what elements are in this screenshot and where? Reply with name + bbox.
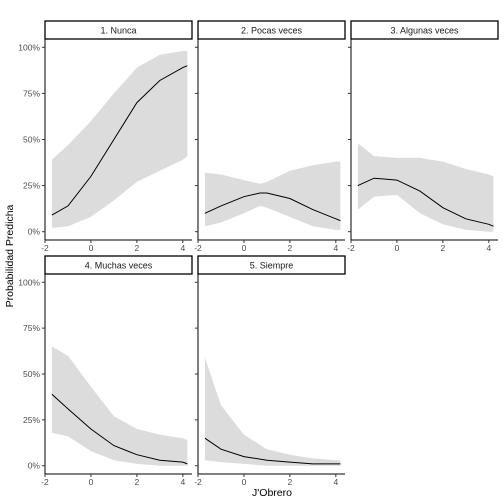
x-tick-label: -2	[194, 243, 202, 253]
x-tick-label: 2	[135, 243, 140, 253]
facet-strip	[44, 20, 193, 40]
facet-strip-label: 2. Pocas veces	[241, 26, 303, 36]
confidence-band	[204, 357, 341, 466]
predicted-line	[51, 393, 188, 465]
x-tick-label: -2	[41, 243, 49, 253]
y-tick-label: 100%	[18, 277, 40, 287]
y-tick-label: 25%	[23, 415, 40, 425]
facet-strip	[197, 20, 346, 40]
x-tick-label: 4	[180, 477, 185, 487]
facet-strip-label: 3. Algunas veces	[390, 26, 459, 36]
x-tick-label: -2	[194, 477, 202, 487]
x-tick-label: 0	[242, 243, 247, 253]
x-tick-label: 0	[89, 243, 94, 253]
x-tick-label: 4	[180, 243, 185, 253]
x-tick-label: 4	[486, 243, 491, 253]
predicted-line	[357, 177, 494, 227]
predicted-line	[204, 192, 341, 222]
predicted-line	[51, 65, 188, 216]
x-tick-label: 0	[395, 243, 400, 253]
y-tick-label: 75%	[23, 323, 40, 333]
x-tick-label: -2	[41, 477, 49, 487]
confidence-band	[204, 161, 341, 230]
y-tick-label: 0%	[28, 227, 41, 237]
x-tick-label: 2	[135, 477, 140, 487]
y-tick-label: 0%	[28, 461, 41, 471]
y-tick-label: 50%	[23, 135, 40, 145]
facet-strip-label: 4. Muchas veces	[85, 261, 153, 271]
y-tick-label: 50%	[23, 369, 40, 379]
confidence-band	[51, 346, 188, 466]
facet-strip	[44, 255, 193, 275]
x-axis-title: J'Obrero	[252, 487, 292, 499]
x-tick-label: -2	[347, 243, 355, 253]
x-tick-label: 2	[288, 243, 293, 253]
x-tick-label: 4	[333, 477, 338, 487]
y-tick-label: 25%	[23, 181, 40, 191]
x-tick-label: 0	[89, 477, 94, 487]
x-tick-label: 4	[333, 243, 338, 253]
facet-strip-label: 5. Siempre	[250, 261, 294, 271]
y-tick-label: 100%	[18, 42, 40, 52]
confidence-band	[51, 51, 188, 228]
x-tick-label: 0	[242, 477, 247, 487]
facet-strip	[197, 255, 346, 275]
facet-strip-label: 1. Nunca	[100, 26, 136, 36]
x-tick-label: 2	[441, 243, 446, 253]
x-tick-label: 2	[288, 477, 293, 487]
y-axis-title: Probabilidad Predicha	[4, 204, 16, 307]
y-tick-label: 75%	[23, 88, 40, 98]
predicted-line	[204, 437, 341, 465]
confidence-band	[357, 143, 494, 232]
facet-strip	[350, 20, 499, 40]
